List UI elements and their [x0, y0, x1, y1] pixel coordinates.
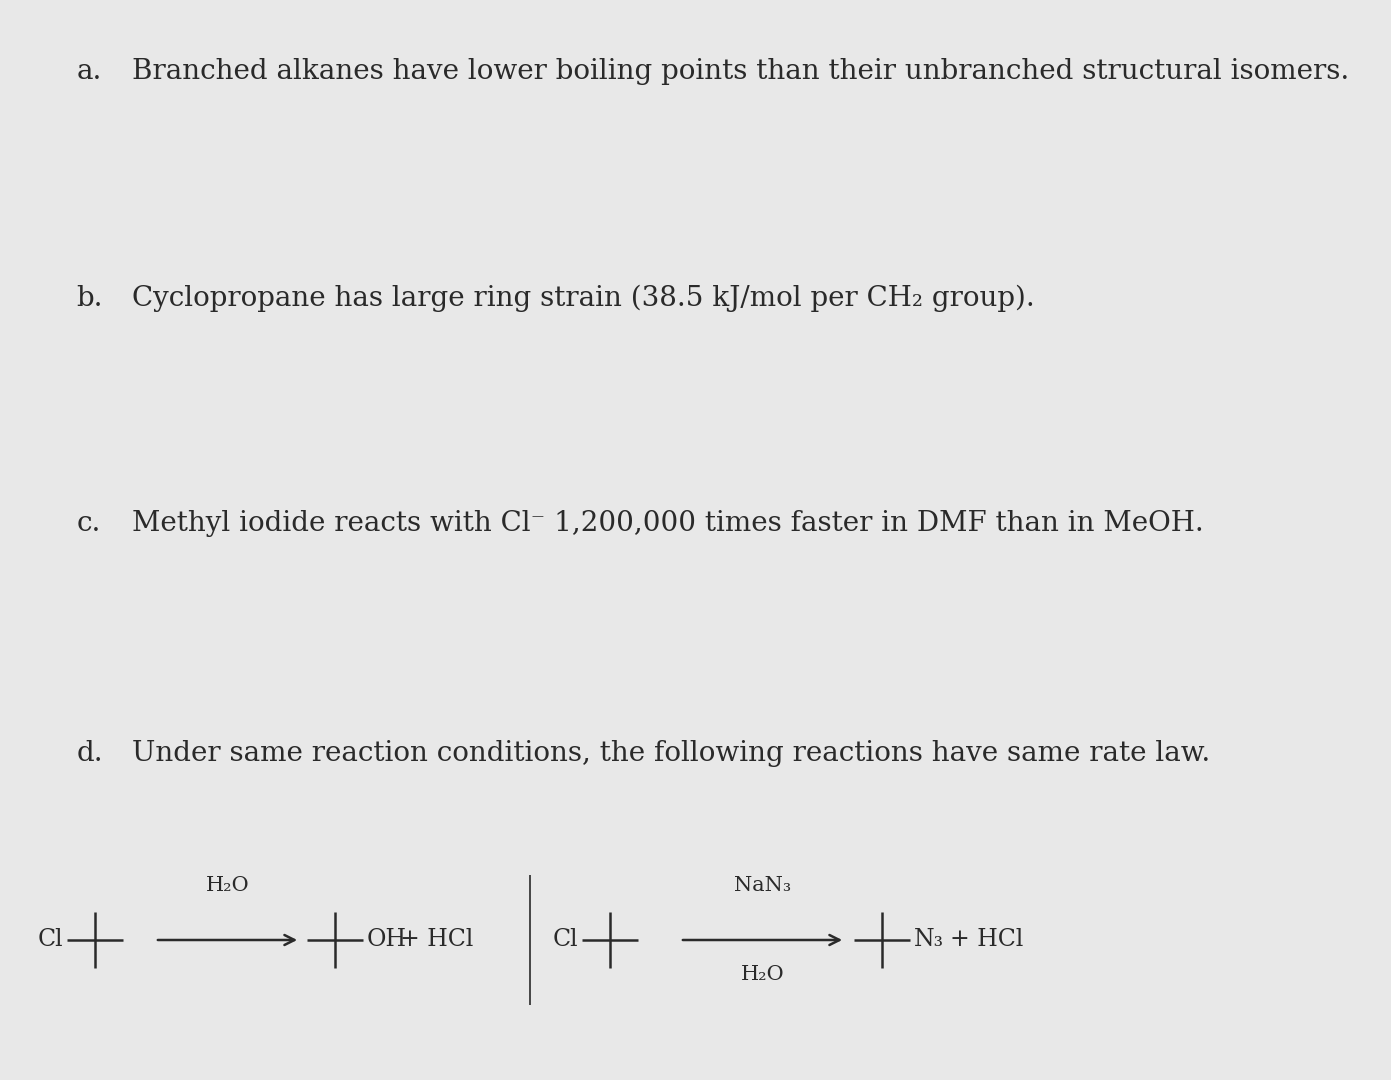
Text: + HCl: + HCl — [401, 929, 473, 951]
Text: b.: b. — [77, 285, 103, 312]
Text: Cl: Cl — [552, 929, 579, 951]
Text: OH: OH — [367, 929, 408, 951]
Text: a.: a. — [77, 58, 102, 85]
Text: Cyclopropane has large ring strain (38.5 kJ/mol per CH₂ group).: Cyclopropane has large ring strain (38.5… — [132, 285, 1035, 312]
Text: Under same reaction conditions, the following reactions have same rate law.: Under same reaction conditions, the foll… — [132, 740, 1210, 767]
Text: Methyl iodide reacts with Cl⁻ 1,200,000 times faster in DMF than in MeOH.: Methyl iodide reacts with Cl⁻ 1,200,000 … — [132, 510, 1203, 537]
Text: d.: d. — [77, 740, 103, 767]
Text: Branched alkanes have lower boiling points than their unbranched structural isom: Branched alkanes have lower boiling poin… — [132, 58, 1349, 85]
Text: c.: c. — [77, 510, 102, 537]
Text: NaN₃: NaN₃ — [734, 876, 791, 895]
Text: + HCl: + HCl — [950, 929, 1024, 951]
Text: Cl: Cl — [38, 929, 63, 951]
Text: H₂O: H₂O — [740, 966, 785, 984]
Text: H₂O: H₂O — [206, 876, 249, 895]
Text: N₃: N₃ — [914, 929, 944, 951]
